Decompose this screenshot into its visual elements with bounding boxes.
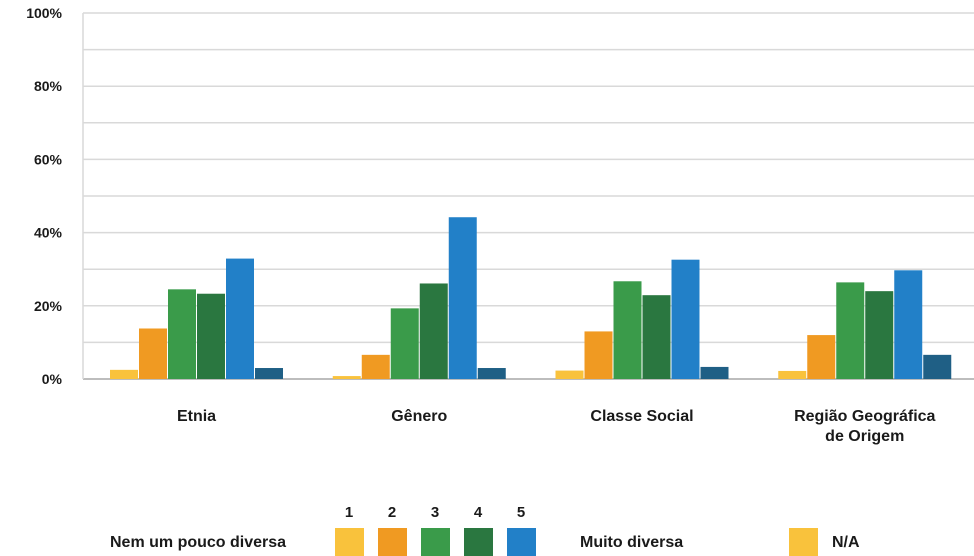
legend-na-label: N/A — [832, 534, 860, 551]
bar-1 — [555, 370, 584, 379]
bar-4 — [642, 295, 671, 379]
bar-1 — [778, 370, 807, 379]
x-category-label: Gênero — [391, 408, 447, 425]
legend-num-2: 2 — [387, 504, 397, 521]
bar-2 — [139, 328, 167, 379]
bar-na — [923, 354, 952, 379]
legend-high-label: Muito diversa — [580, 534, 684, 551]
legend-num-5: 5 — [516, 504, 526, 521]
legend-swatch-1 — [335, 528, 364, 556]
bar-1 — [332, 376, 361, 379]
legend-num-3: 3 — [430, 504, 440, 521]
bar-3 — [168, 289, 196, 379]
bar-4 — [865, 291, 894, 379]
bar-na — [255, 368, 283, 379]
bar-2 — [584, 331, 613, 379]
y-tick-label: 0% — [42, 371, 63, 387]
bar-na — [700, 366, 729, 379]
legend-num-1: 1 — [344, 504, 354, 521]
bar-4 — [419, 283, 448, 379]
y-tick-label: 40% — [34, 225, 63, 241]
y-tick-label: 60% — [34, 151, 63, 167]
bar-chart: 0% 20% 40% 60% 80% 100% Etnia Gênero Classe Soci… — [26, 5, 974, 445]
y-tick-label: 20% — [34, 298, 63, 314]
bar-1 — [110, 369, 138, 379]
y-tick-label: 80% — [34, 78, 63, 94]
x-category-label: Classe Social — [590, 408, 693, 425]
y-tick-label: 100% — [26, 5, 62, 21]
bar-2 — [807, 335, 836, 379]
bar-na — [477, 368, 506, 379]
legend-low-label: Nem um pouco diversa — [110, 534, 287, 551]
bar-2 — [361, 354, 390, 379]
legend-swatch-5 — [507, 528, 536, 556]
legend-num-4: 4 — [473, 504, 483, 521]
legend-swatch-3 — [421, 528, 450, 556]
bar-5 — [894, 270, 923, 379]
bar-3 — [836, 282, 865, 379]
bar-5 — [448, 217, 477, 379]
legend-swatch-na — [789, 528, 818, 556]
x-category-label: Região Geográfica — [794, 408, 935, 425]
legend: Nem um pouco diversa 1 2 3 4 5 Muito div… — [0, 500, 974, 556]
bar-3 — [613, 281, 642, 379]
x-category-label: de Origem — [825, 428, 904, 445]
bar-5 — [671, 259, 700, 379]
bar-5 — [226, 258, 254, 379]
legend-swatch-2 — [378, 528, 407, 556]
legend-swatch-4 — [464, 528, 493, 556]
x-category-label: Etnia — [177, 408, 216, 425]
bar-3 — [390, 308, 419, 379]
bar-4 — [197, 293, 225, 379]
